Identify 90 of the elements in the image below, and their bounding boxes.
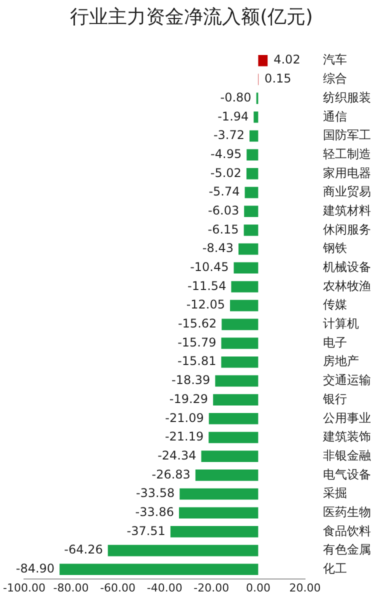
x-tick-label: -60.00	[100, 581, 136, 594]
bar	[246, 168, 258, 180]
data-label: -33.86	[135, 504, 174, 519]
y-tick-label: 房地产	[323, 354, 359, 368]
y-tick-label: 建筑材料	[322, 203, 371, 218]
x-tick-label: -40.00	[146, 581, 182, 594]
data-label: -12.05	[186, 298, 226, 312]
bar	[250, 130, 258, 142]
y-tick-label: 电气设备	[323, 467, 371, 482]
y-tick-label: 银行	[322, 392, 347, 406]
data-label: -11.54	[188, 278, 226, 293]
data-label: -26.83	[152, 467, 190, 482]
data-label: -18.39	[171, 373, 210, 388]
y-tick-label: 家用电器	[323, 166, 371, 180]
y-tick-label: 轻工制造	[323, 146, 371, 161]
y-tick-label: 建筑装饰	[322, 430, 371, 444]
y-tick-label: 化工	[323, 562, 347, 576]
bar	[170, 526, 258, 538]
bar	[244, 186, 258, 198]
y-tick-label: 食品饮料	[323, 524, 371, 538]
bar	[230, 300, 258, 312]
y-tick-label: 非银金融	[323, 448, 371, 462]
y-tick-label: 医药生物	[323, 504, 371, 519]
bar	[108, 544, 258, 556]
x-tick-label: 20.00	[289, 581, 321, 594]
bar	[254, 111, 258, 123]
data-label: -21.09	[165, 410, 204, 425]
y-tick-label: 公用事业	[323, 410, 371, 425]
bar	[208, 412, 258, 424]
data-label: -64.26	[64, 542, 103, 557]
data-label: -0.80	[220, 90, 252, 104]
bar	[234, 262, 258, 274]
data-label: -6.03	[208, 203, 240, 218]
bar	[180, 488, 258, 500]
y-tick-label: 农林牧渔	[323, 278, 371, 293]
bar	[60, 564, 258, 576]
x-tick-label: -100.00	[2, 581, 46, 594]
data-label: -19.29	[169, 392, 208, 406]
bar	[246, 149, 258, 160]
data-label: -84.90	[16, 562, 55, 576]
data-label: -4.95	[210, 146, 242, 161]
y-tick-label: 计算机	[323, 316, 359, 331]
data-label: -5.02	[210, 166, 242, 180]
y-tick-label: 通信	[323, 109, 347, 124]
bar	[215, 375, 258, 387]
bar	[244, 206, 258, 218]
y-tick-label: 商业贸易	[323, 184, 371, 199]
data-label: -6.15	[208, 222, 239, 236]
chart-title: 行业主力资金净流入额(亿元)	[69, 5, 314, 30]
bar	[244, 224, 258, 236]
data-label: -15.79	[178, 335, 216, 350]
bar	[221, 356, 258, 368]
data-label: -8.43	[202, 241, 234, 256]
bar	[195, 470, 258, 481]
data-label: 4.02	[274, 52, 300, 67]
y-tick-label: 传媒	[323, 298, 347, 312]
bar	[222, 318, 258, 330]
data-label: -33.58	[136, 486, 175, 500]
data-label: -3.72	[213, 128, 244, 142]
x-tick-label: -80.00	[53, 581, 89, 594]
y-tick-label: 交通运输	[323, 373, 371, 388]
y-tick-label: 采掘	[323, 486, 347, 500]
y-tick-label: 汽车	[323, 52, 347, 67]
bar	[258, 54, 268, 66]
y-tick-label: 综合	[323, 72, 347, 86]
data-label: -21.19	[164, 430, 204, 444]
bar	[238, 243, 258, 255]
bar	[221, 338, 258, 349]
bar	[213, 394, 258, 406]
bar	[231, 281, 258, 292]
bar	[201, 450, 258, 462]
y-tick-label: 电子	[323, 335, 347, 350]
data-label: -1.94	[218, 109, 249, 124]
data-label: -37.51	[126, 524, 166, 538]
data-label: -15.81	[178, 354, 216, 368]
y-tick-label: 有色金属	[323, 542, 371, 557]
y-tick-label: 国防军工	[323, 128, 371, 142]
y-tick-label: 休闲服务	[323, 222, 371, 236]
y-tick-label: 机械设备	[323, 260, 371, 274]
x-tick-label: 0.00	[246, 581, 270, 594]
x-tick-label: -20.00	[194, 581, 230, 594]
data-label: -15.62	[178, 316, 217, 331]
y-tick-label: 纺织服装	[323, 90, 371, 104]
data-label: -10.45	[190, 260, 229, 274]
bar	[178, 507, 258, 519]
data-label: -24.34	[158, 448, 196, 462]
data-label: -5.74	[208, 184, 240, 199]
data-label: 0.15	[264, 72, 292, 86]
y-tick-label: 钢铁	[322, 241, 347, 256]
bar	[208, 432, 258, 444]
